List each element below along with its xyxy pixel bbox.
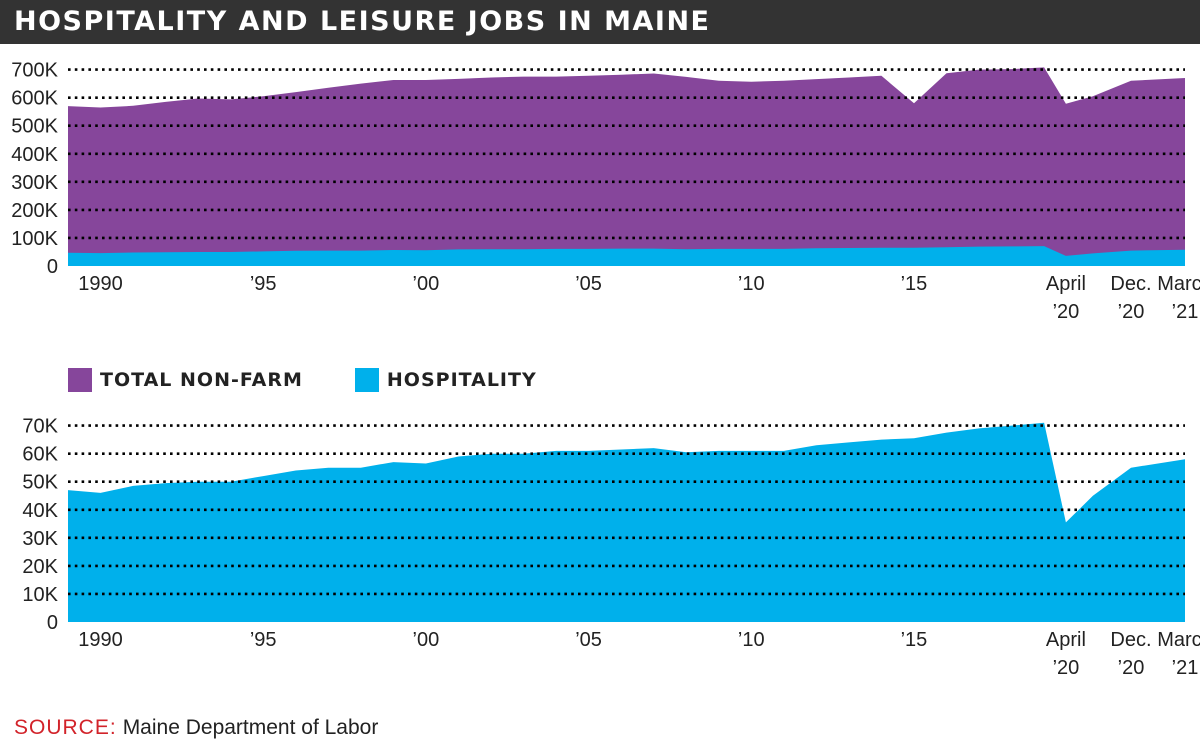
x-tick-label: April ’20 [1046, 629, 1086, 679]
y-tick-label: 600K [11, 88, 58, 110]
y-tick-label: 0 [47, 256, 58, 278]
x-tick-label: March’21 [1157, 273, 1200, 323]
x-tick-label: ’00 [413, 273, 440, 295]
y-tick-label: 200K [11, 200, 58, 222]
chart-title: HOSPITALITY AND LEISURE JOBS IN MAINE [14, 6, 711, 37]
legend: TOTAL NON-FARM HOSPITALITY [68, 366, 589, 394]
x-tick-label: ’95 [250, 629, 277, 651]
series-area-hospitality [68, 246, 1185, 266]
y-tick-label: 40K [22, 500, 58, 522]
x-tick-label: Dec. ’20 [1110, 273, 1151, 323]
series-area-total-non-farm [68, 67, 1185, 267]
source-label: SOURCE: [14, 716, 117, 739]
x-tick-label: 1990 [78, 629, 123, 651]
legend-item-total: TOTAL NON-FARM [68, 368, 303, 392]
x-tick-label: ’05 [575, 629, 602, 651]
source-note: SOURCE: Maine Department of Labor [14, 716, 378, 740]
legend-item-hospitality: HOSPITALITY [354, 368, 537, 392]
legend-swatch-total [68, 368, 92, 392]
series-area-hospitality [68, 422, 1185, 622]
y-tick-label: 500K [11, 116, 58, 138]
x-tick-label: ’10 [738, 273, 765, 295]
y-tick-label: 20K [22, 556, 58, 578]
x-tick-label: March’21 [1157, 629, 1200, 679]
x-tick-label: ’15 [901, 273, 928, 295]
y-tick-label: 400K [11, 144, 58, 166]
y-tick-label: 100K [11, 228, 58, 250]
x-tick-label: April ’20 [1046, 273, 1086, 323]
hospitality-jobs-chart: 0 10K 20K 30K 40K 50K 60K 70K 1990 ’95 ’00 ’05 ’10 ’1… [22, 416, 1200, 679]
x-tick-label: ’15 [901, 629, 928, 651]
x-tick-label: ’95 [250, 273, 277, 295]
y-tick-label: 50K [22, 472, 58, 494]
y-tick-label: 70K [22, 416, 58, 438]
source-text: Maine Department of Labor [122, 716, 379, 739]
y-tick-label: 10K [22, 584, 58, 606]
y-tick-label: 0 [47, 612, 58, 634]
x-tick-label: ’10 [738, 629, 765, 651]
y-tick-label: 700K [11, 60, 58, 82]
legend-swatch-hospitality [354, 368, 379, 392]
total-jobs-chart: 0 100K 200K 300K 400K 500K 600K 700K 1990 ’95 ’00 ’… [11, 60, 1200, 323]
y-tick-label: 30K [22, 528, 58, 550]
y-tick-label: 300K [11, 172, 58, 194]
y-tick-label: 60K [22, 444, 58, 466]
x-tick-label: 1990 [78, 273, 123, 295]
legend-label-hospitality: HOSPITALITY [386, 369, 537, 391]
legend-label-total: TOTAL NON-FARM [100, 369, 303, 391]
x-tick-label: ’05 [575, 273, 602, 295]
x-tick-label: ’00 [413, 629, 440, 651]
title-bar: HOSPITALITY AND LEISURE JOBS IN MAINE [0, 0, 1200, 44]
x-tick-label: Dec. ’20 [1110, 629, 1151, 679]
